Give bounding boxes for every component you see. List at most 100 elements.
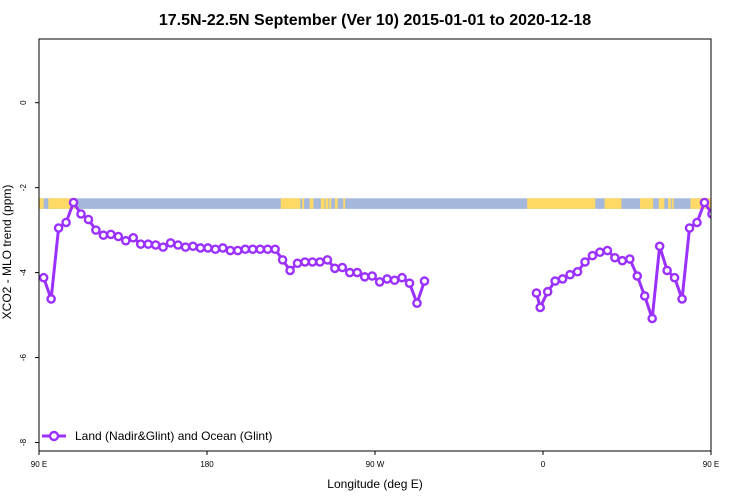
data-point	[277, 255, 288, 265]
data-point	[203, 243, 213, 253]
series-line	[535, 201, 711, 320]
chart-title: 17.5N-22.5N September (Ver 10) 2015-01-0…	[159, 12, 591, 29]
surface-strip-land	[604, 198, 622, 209]
surface-strip-land	[671, 198, 674, 209]
surface-strip-land	[334, 198, 338, 209]
surface-strip-ocean	[39, 198, 711, 209]
surface-strip-land	[309, 198, 314, 209]
data-point	[232, 245, 243, 256]
data-point	[707, 209, 711, 219]
data-point	[128, 232, 139, 243]
data-point	[389, 275, 400, 286]
data-point	[587, 250, 598, 261]
y-tick-label: -8	[19, 438, 28, 446]
data-point	[113, 231, 124, 242]
data-point	[716, 216, 723, 223]
data-point	[632, 271, 643, 281]
data-point	[173, 240, 183, 250]
data-point	[572, 266, 583, 277]
surface-strip-land	[343, 198, 346, 209]
data-point	[647, 313, 658, 324]
data-point	[106, 229, 116, 240]
data-point	[150, 240, 161, 250]
surface-strip-land	[527, 198, 596, 209]
data-point	[46, 294, 56, 304]
y-tick-label: -2	[19, 184, 28, 192]
data-point	[195, 243, 206, 253]
surface-strip-land	[668, 198, 671, 209]
surface-strip-land	[320, 198, 325, 209]
data-point	[535, 302, 546, 313]
data-point	[684, 223, 695, 233]
data-point	[292, 258, 303, 269]
data-point	[135, 239, 146, 249]
surface-strip-land	[329, 198, 332, 209]
data-point	[731, 232, 738, 239]
data-point	[240, 244, 251, 255]
data-point	[542, 286, 553, 297]
data-point	[738, 231, 745, 238]
data-point	[610, 252, 620, 263]
data-point	[550, 276, 560, 286]
surface-strip-land	[280, 198, 301, 209]
data-point	[677, 294, 687, 304]
surface-strip-land	[48, 198, 77, 209]
surface-strip-land	[640, 198, 654, 209]
data-point	[565, 269, 575, 280]
data-point	[121, 235, 131, 246]
data-point	[285, 265, 295, 276]
data-point	[307, 257, 318, 267]
data-point	[39, 272, 49, 283]
x-tick-label: 0	[541, 460, 546, 469]
data-point	[557, 274, 568, 284]
y-tick-label: -4	[19, 269, 28, 277]
legend: Land (Nadir&Glint) and Ocean (Glint)	[42, 429, 272, 443]
data-point	[247, 244, 258, 255]
surface-strip-land	[325, 198, 329, 209]
data-point	[270, 244, 280, 255]
x-tick-label: 90 E	[703, 460, 719, 469]
data-point	[53, 223, 64, 233]
data-point	[180, 242, 191, 252]
y-tick-label: -6	[19, 353, 28, 361]
data-point	[255, 244, 266, 255]
data-point	[158, 242, 168, 252]
data-point	[639, 291, 650, 301]
data-point	[337, 262, 348, 273]
data-point	[218, 243, 228, 253]
data-point	[330, 263, 340, 274]
data-point	[143, 239, 153, 249]
data-point	[98, 230, 109, 241]
data-point	[352, 267, 363, 278]
data-point	[692, 217, 702, 228]
data-point	[531, 288, 542, 298]
data-point	[602, 245, 613, 256]
data-point	[367, 271, 378, 281]
data-point	[83, 214, 94, 225]
data-point	[165, 238, 176, 248]
data-point	[654, 241, 665, 252]
data-point	[625, 254, 635, 264]
x-axis-label: Longitude (deg E)	[327, 477, 422, 491]
data-point	[359, 272, 370, 282]
surface-strip-land	[302, 198, 305, 209]
x-tick-label: 90 W	[366, 460, 385, 469]
data-point	[68, 197, 79, 208]
data-point	[344, 267, 355, 278]
data-point	[397, 272, 407, 283]
data-point	[662, 265, 672, 276]
data-point	[699, 197, 710, 208]
data-point	[382, 274, 392, 284]
surface-strip-land	[658, 198, 665, 209]
legend-marker-swatch	[48, 430, 60, 442]
x-tick-label: 180	[200, 460, 214, 469]
y-tick-label: 0	[19, 100, 28, 105]
surface-strip-land	[711, 198, 716, 209]
data-point	[315, 257, 325, 267]
data-point	[595, 247, 605, 258]
data-point	[61, 217, 71, 228]
data-point	[580, 257, 590, 267]
data-point	[746, 233, 750, 240]
data-point	[419, 276, 430, 286]
data-point	[404, 278, 415, 289]
